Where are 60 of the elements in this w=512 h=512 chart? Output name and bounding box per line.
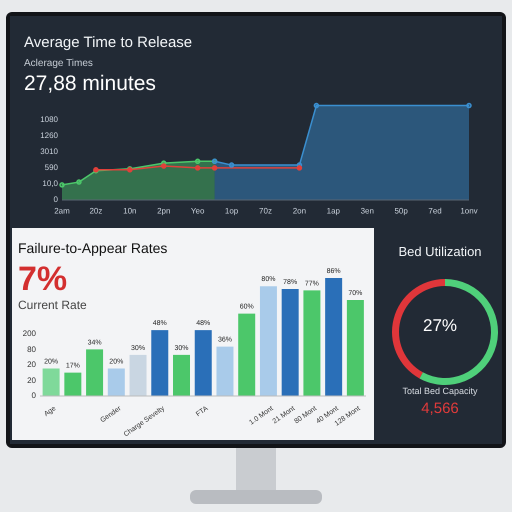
text: Total Bed Capacity <box>401 386 479 396</box>
bar <box>216 346 234 396</box>
x-tick-label: 1ap <box>326 206 341 216</box>
bar <box>325 278 342 396</box>
text: 4,566 <box>420 400 460 417</box>
point <box>194 158 200 164</box>
x-tick-label: Yeo <box>190 206 205 216</box>
point <box>59 182 65 188</box>
x-tick-label: 2pn <box>157 206 170 216</box>
chart-title: Average Time to Release <box>24 34 192 51</box>
point <box>296 165 302 171</box>
bar <box>86 349 104 396</box>
x-tick-label: 1onv <box>460 206 478 216</box>
bar <box>151 330 168 396</box>
bar <box>173 354 190 396</box>
text: 20 <box>26 376 36 386</box>
text: 27% <box>422 316 458 336</box>
text: 0 <box>30 391 36 401</box>
bar <box>130 354 147 396</box>
annotation: Current Rate <box>18 298 87 312</box>
point <box>212 165 218 171</box>
text: 80 <box>26 344 36 354</box>
point <box>314 102 320 108</box>
point <box>466 102 472 108</box>
point <box>161 163 166 169</box>
x-tick-label: 70z <box>259 206 272 216</box>
bar <box>303 290 320 396</box>
text: 590 <box>44 162 58 173</box>
x-tick-label: 3en <box>360 206 374 216</box>
text: 27,88 minutes <box>24 72 156 96</box>
chart-title: Bed Utilization <box>397 244 483 259</box>
bar <box>346 300 364 396</box>
bar <box>64 372 82 396</box>
chart-subtitle: Aclerage Times <box>24 58 93 69</box>
text: 20 <box>26 360 36 370</box>
x-tick-label: 50p <box>394 206 408 216</box>
donut-slice <box>419 279 498 385</box>
bar <box>194 330 212 396</box>
bar <box>260 286 277 396</box>
bar <box>238 314 256 396</box>
bar <box>42 368 60 396</box>
text: 1260 <box>39 130 58 141</box>
point <box>194 165 200 171</box>
annotation: 7% <box>18 260 68 298</box>
x-tick-label: 2on <box>292 206 306 216</box>
x-tick-label: 7ed <box>428 206 442 216</box>
x-tick-label: 1op <box>224 206 239 216</box>
chart-title: Failure-to-Appear Rates <box>18 240 168 256</box>
text: 3010 <box>39 146 58 157</box>
point <box>228 162 234 168</box>
bar <box>108 368 125 396</box>
point <box>76 179 82 185</box>
text: 200 <box>22 329 36 339</box>
text: 0 <box>52 195 58 205</box>
text: 1080 <box>39 114 58 125</box>
x-tick-label: 2am <box>54 206 70 216</box>
x-tick-label: 20z <box>89 206 102 216</box>
x-tick-label: 10n <box>123 206 137 216</box>
text: 10,0 <box>41 178 58 189</box>
bar <box>282 288 299 396</box>
